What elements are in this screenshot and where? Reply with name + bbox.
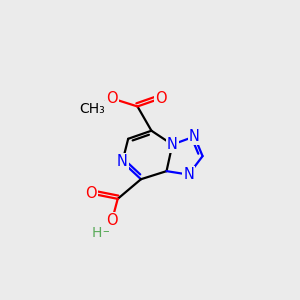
Text: N: N — [189, 129, 200, 144]
Text: O: O — [106, 91, 118, 106]
Text: –: – — [103, 225, 109, 238]
Text: O: O — [85, 186, 97, 201]
Text: CH₃: CH₃ — [79, 102, 105, 116]
Text: N: N — [167, 137, 178, 152]
Text: O: O — [106, 213, 118, 228]
Text: H: H — [92, 226, 102, 240]
Text: N: N — [183, 167, 194, 182]
Text: O: O — [155, 91, 167, 106]
Text: N: N — [117, 154, 128, 169]
